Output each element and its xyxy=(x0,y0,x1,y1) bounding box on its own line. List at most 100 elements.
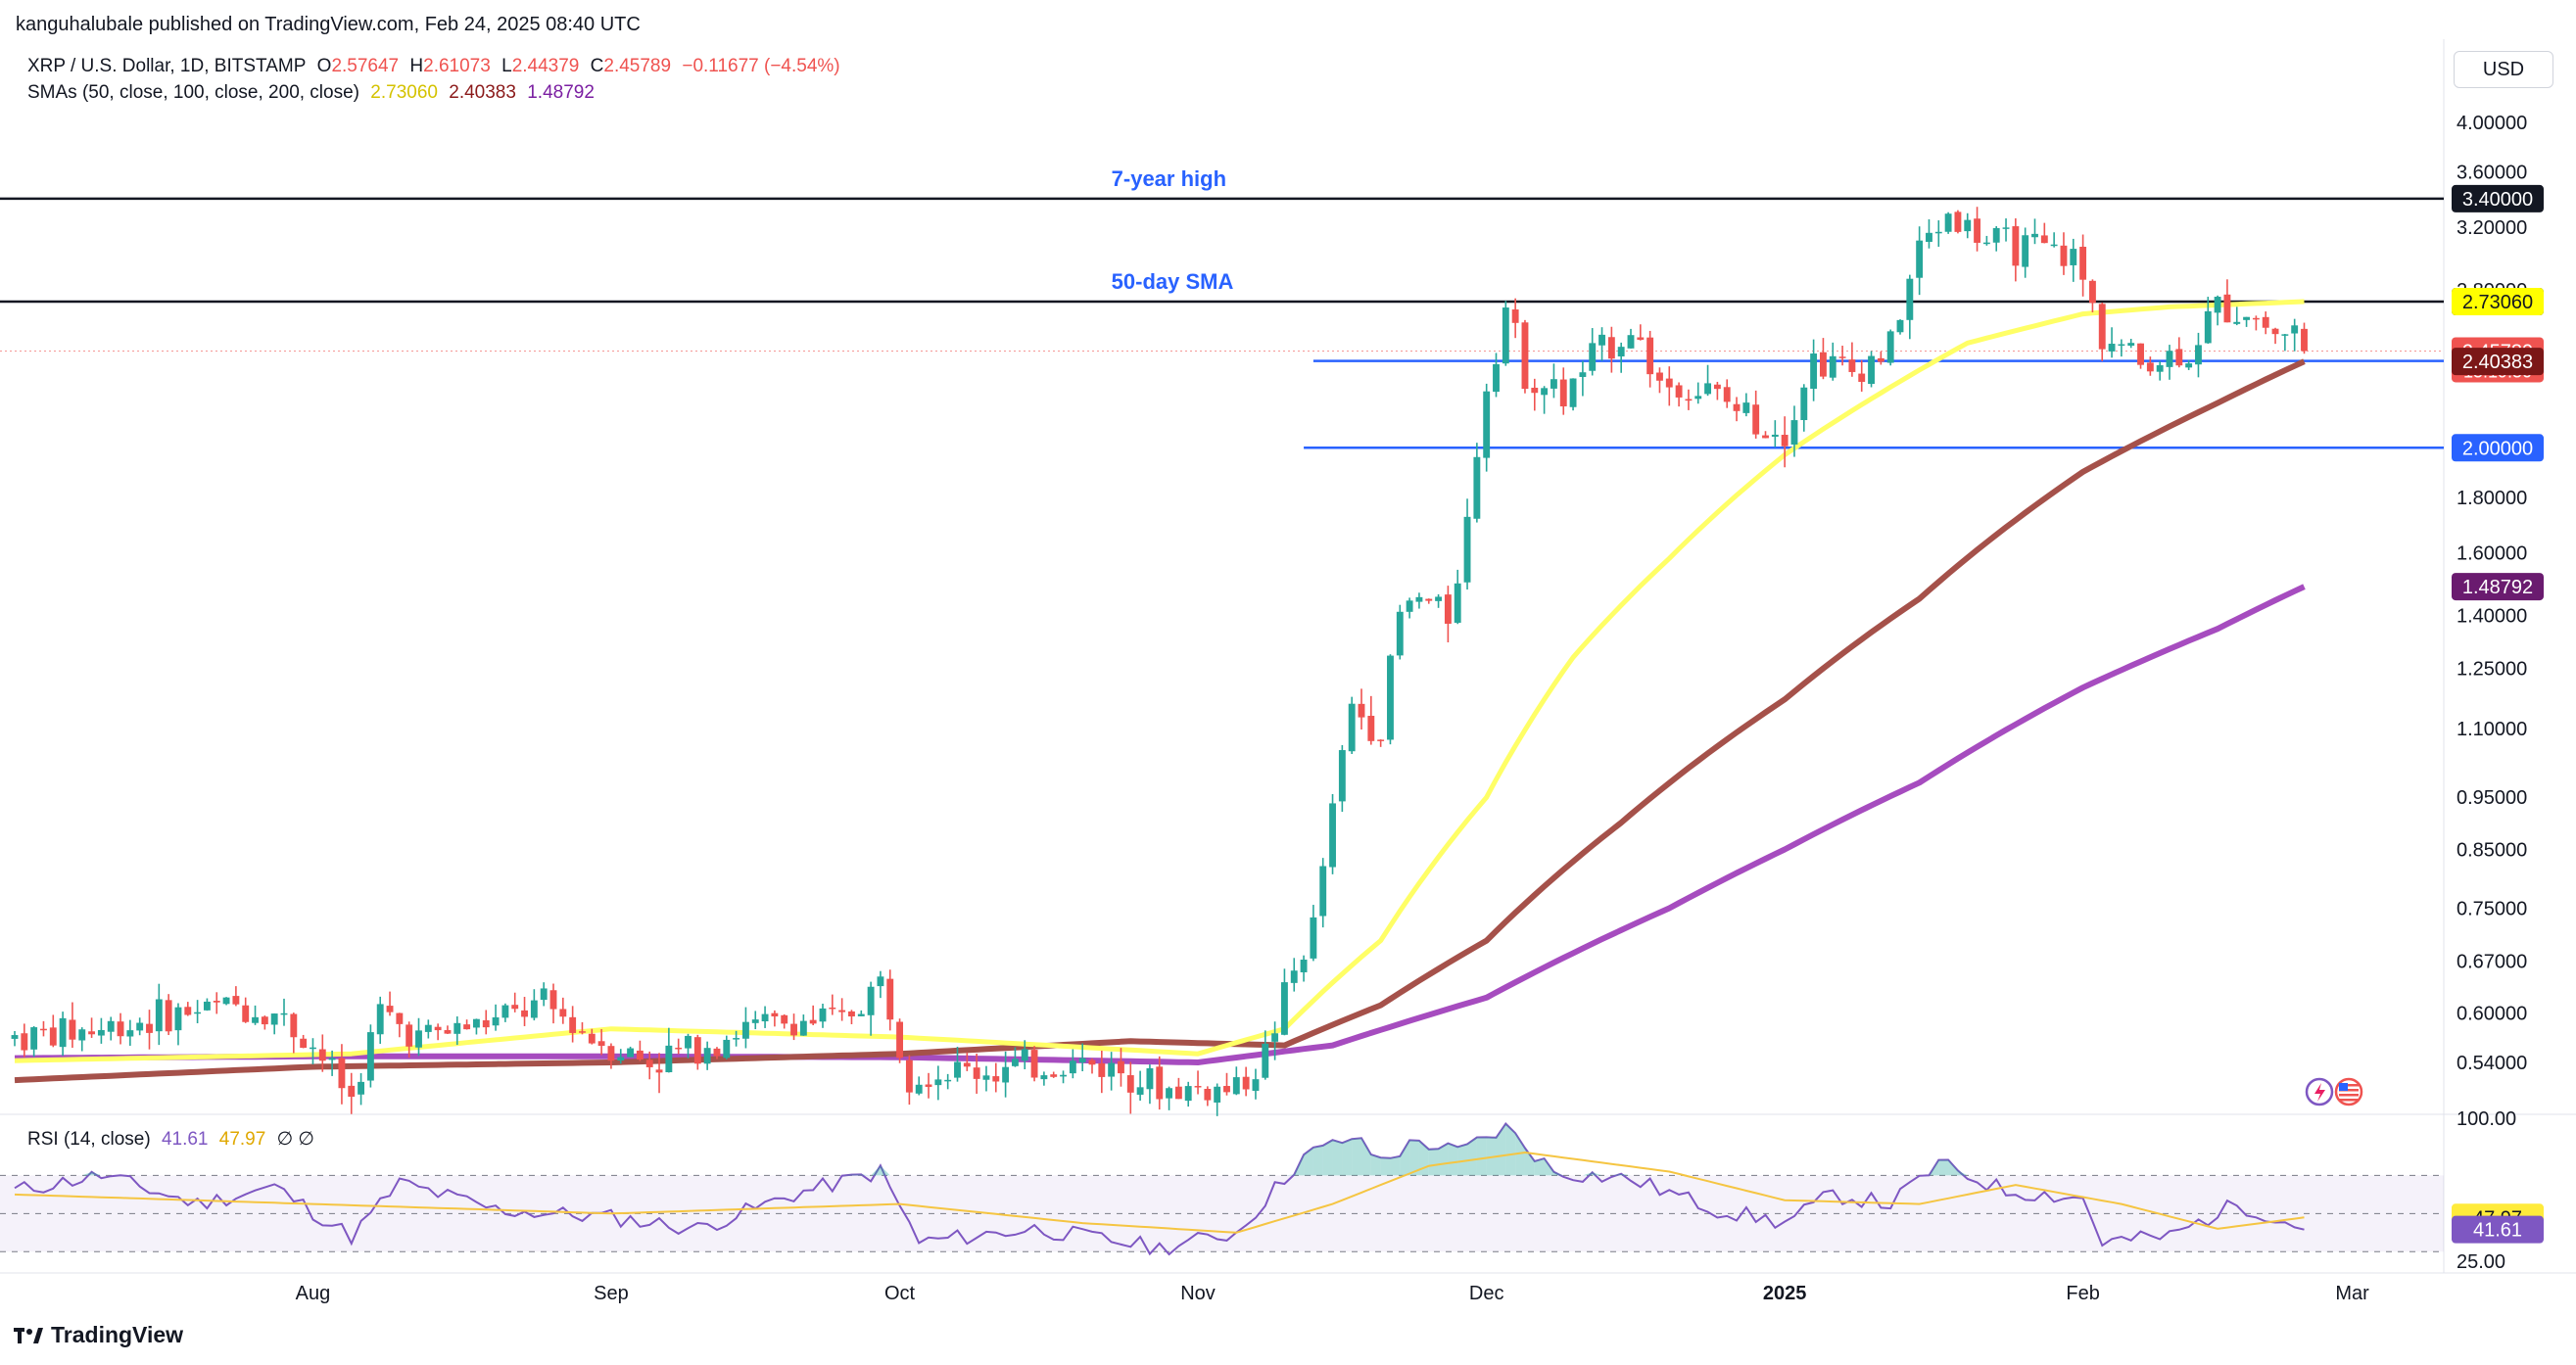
candle-body[interactable] xyxy=(1483,392,1490,458)
candle-body[interactable] xyxy=(607,1046,614,1060)
candle-body[interactable] xyxy=(1666,379,1673,388)
candle-body[interactable] xyxy=(1954,212,1961,231)
candle-body[interactable] xyxy=(906,1060,913,1093)
candle-body[interactable] xyxy=(589,1034,596,1044)
candle-body[interactable] xyxy=(954,1062,961,1078)
candle-body[interactable] xyxy=(1531,388,1538,393)
candle-body[interactable] xyxy=(1618,347,1625,356)
candle-body[interactable] xyxy=(1377,739,1384,741)
candle-body[interactable] xyxy=(1589,343,1596,370)
candle-body[interactable] xyxy=(704,1048,711,1063)
candle-body[interactable] xyxy=(848,1012,855,1016)
candle-body[interactable] xyxy=(723,1040,730,1058)
candle-body[interactable] xyxy=(934,1079,941,1085)
candle-body[interactable] xyxy=(377,1004,384,1034)
candle-body[interactable] xyxy=(118,1021,124,1036)
candle-body[interactable] xyxy=(1166,1088,1172,1098)
candle-body[interactable] xyxy=(762,1014,769,1021)
candle-body[interactable] xyxy=(1156,1066,1163,1099)
candle-body[interactable] xyxy=(1830,356,1837,378)
candle-body[interactable] xyxy=(1473,457,1480,519)
candle-body[interactable] xyxy=(1031,1050,1038,1077)
candle-body[interactable] xyxy=(1848,359,1855,372)
candle-body[interactable] xyxy=(435,1027,442,1030)
candle-body[interactable] xyxy=(1993,228,2000,243)
candle-body[interactable] xyxy=(1868,356,1875,384)
candle-body[interactable] xyxy=(838,1011,845,1012)
candle-body[interactable] xyxy=(1070,1060,1076,1073)
candle-body[interactable] xyxy=(1887,331,1894,362)
candle-body[interactable] xyxy=(1387,656,1394,740)
candle-body[interactable] xyxy=(646,1059,653,1067)
candle-body[interactable] xyxy=(2291,325,2298,333)
brand-footer[interactable]: TradingView xyxy=(14,1322,183,1348)
candle-body[interactable] xyxy=(493,1017,500,1025)
candle-body[interactable] xyxy=(1185,1086,1192,1101)
candle-body[interactable] xyxy=(1772,435,1779,437)
candle-body[interactable] xyxy=(511,1005,518,1009)
candle-body[interactable] xyxy=(2195,345,2202,364)
candle-body[interactable] xyxy=(896,1022,903,1059)
candle-body[interactable] xyxy=(964,1062,971,1066)
candle-body[interactable] xyxy=(1541,388,1548,395)
candle-body[interactable] xyxy=(88,1031,95,1034)
candle-body[interactable] xyxy=(2099,304,2106,349)
candle-body[interactable] xyxy=(204,1002,211,1011)
candle-body[interactable] xyxy=(453,1023,460,1034)
candle-body[interactable] xyxy=(1791,420,1798,445)
candle-body[interactable] xyxy=(1493,364,1500,392)
candle-body[interactable] xyxy=(1291,970,1298,983)
candle-body[interactable] xyxy=(194,1012,201,1014)
candle-body[interactable] xyxy=(98,1030,105,1036)
candle-body[interactable] xyxy=(2031,234,2038,237)
candle-body[interactable] xyxy=(2215,297,2221,312)
candle-body[interactable] xyxy=(1040,1075,1047,1079)
candle-body[interactable] xyxy=(1926,233,1932,242)
candle-body[interactable] xyxy=(1810,353,1817,389)
candle-body[interactable] xyxy=(1685,400,1692,401)
candle-body[interactable] xyxy=(1455,584,1461,623)
candle-body[interactable] xyxy=(30,1027,37,1050)
candle-body[interactable] xyxy=(541,988,548,1000)
candle-body[interactable] xyxy=(790,1024,797,1036)
candle-body[interactable] xyxy=(1310,918,1316,959)
candle-body[interactable] xyxy=(1646,338,1653,374)
candle-body[interactable] xyxy=(992,1076,999,1081)
candle-body[interactable] xyxy=(156,999,163,1031)
candle-body[interactable] xyxy=(926,1084,932,1086)
candle-body[interactable] xyxy=(781,1015,787,1024)
candle-body[interactable] xyxy=(1098,1063,1105,1077)
candle-body[interactable] xyxy=(1656,373,1663,381)
candle-body[interactable] xyxy=(1079,1059,1086,1062)
candle-body[interactable] xyxy=(800,1021,807,1036)
candle-body[interactable] xyxy=(733,1038,739,1040)
candle-body[interactable] xyxy=(1964,220,1971,231)
candle-body[interactable] xyxy=(2175,349,2182,365)
candle-body[interactable] xyxy=(281,1013,288,1015)
candle-body[interactable] xyxy=(396,1013,403,1024)
candle-body[interactable] xyxy=(1089,1060,1096,1065)
candle-body[interactable] xyxy=(550,990,557,1009)
candle-body[interactable] xyxy=(271,1013,278,1024)
candle-body[interactable] xyxy=(252,1017,259,1023)
candle-body[interactable] xyxy=(40,1029,47,1031)
candle-body[interactable] xyxy=(531,1001,538,1018)
candle-body[interactable] xyxy=(463,1024,470,1029)
candle-body[interactable] xyxy=(2070,249,2076,265)
candle-body[interactable] xyxy=(868,987,875,1015)
candle-body[interactable] xyxy=(694,1037,701,1063)
candle-body[interactable] xyxy=(1262,1044,1268,1078)
candle-body[interactable] xyxy=(1550,379,1557,389)
candle-body[interactable] xyxy=(810,1020,817,1024)
candle-body[interactable] xyxy=(1742,402,1749,413)
candle-body[interactable] xyxy=(1137,1087,1144,1095)
candle-body[interactable] xyxy=(1906,279,1913,320)
candle-body[interactable] xyxy=(637,1051,644,1059)
candle-body[interactable] xyxy=(1752,404,1759,434)
candle-body[interactable] xyxy=(483,1020,490,1027)
candle-body[interactable] xyxy=(1897,320,1904,332)
candle-body[interactable] xyxy=(1974,218,1980,243)
candle-body[interactable] xyxy=(166,1000,172,1031)
candle-body[interactable] xyxy=(501,1006,508,1018)
